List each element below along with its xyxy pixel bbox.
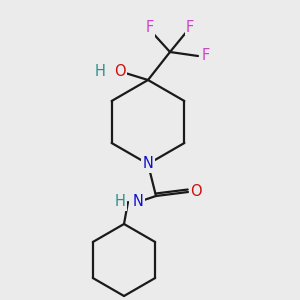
Text: N: N [142, 157, 153, 172]
Text: F: F [186, 20, 194, 35]
Text: O: O [114, 64, 126, 80]
Text: H: H [95, 64, 106, 80]
Text: O: O [190, 184, 202, 200]
Text: F: F [146, 20, 154, 35]
Text: H: H [115, 194, 126, 209]
Text: F: F [202, 49, 210, 64]
Text: N: N [133, 194, 144, 209]
